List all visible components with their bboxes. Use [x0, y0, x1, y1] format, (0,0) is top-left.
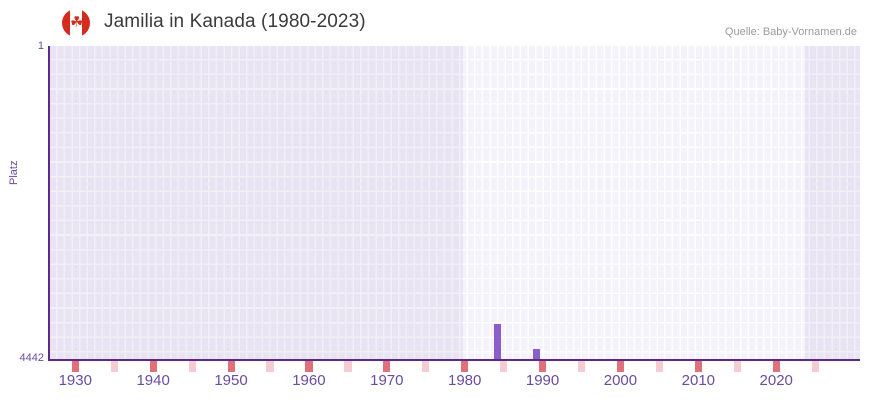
y-axis-tick-bottom: 4442 — [19, 352, 44, 364]
decade-marker-1940 — [149, 361, 157, 372]
x-axis-tick-1960: 1960 — [292, 372, 326, 389]
decade-marker-1960 — [305, 361, 313, 372]
x-axis-tick-2010: 2010 — [681, 372, 716, 389]
x-axis-tick-1950: 1950 — [214, 372, 248, 389]
half-decade-marker-2025 — [811, 361, 819, 372]
half-decade-marker-1975 — [422, 361, 430, 372]
x-axis-tick-1990: 1990 — [525, 372, 560, 389]
half-decade-marker-1965 — [344, 361, 352, 372]
decade-marker-1970 — [383, 361, 391, 372]
source-attribution: Quelle: Baby-Vornamen.de — [724, 26, 857, 38]
bar-1989 — [533, 349, 541, 359]
flag-left-band — [62, 9, 70, 37]
bar-1984 — [494, 324, 502, 359]
shade-band-after-range — [805, 46, 860, 359]
half-decade-marker-1995 — [578, 361, 586, 372]
decade-marker-1930 — [71, 361, 79, 372]
decade-marker-2000 — [616, 361, 625, 372]
decade-marker-1990 — [539, 361, 547, 372]
plot-area — [48, 46, 860, 361]
x-axis-tick-1980: 1980 — [447, 372, 482, 389]
x-axis-tick-labels: 1930 1940 1950 1960 1970 1980 1990 2000 2010 2020 — [48, 372, 858, 398]
y-axis-tick-top: 1 — [37, 40, 44, 52]
x-axis-tick-2020: 2020 — [759, 372, 793, 389]
decade-marker-2020 — [772, 361, 780, 372]
x-axis-tick-1930: 1930 — [58, 372, 92, 389]
x-axis-tick-1970: 1970 — [370, 372, 404, 389]
decade-marker-1950 — [227, 361, 235, 372]
shade-band-before-range — [50, 46, 463, 359]
canada-flag-icon: ☘ — [62, 9, 90, 37]
half-decade-marker-2005 — [655, 361, 664, 372]
y-axis-title: Platz — [8, 160, 20, 185]
decade-marker-1980 — [461, 361, 469, 372]
half-decade-marker-1945 — [188, 361, 196, 372]
half-decade-marker-1935 — [110, 361, 118, 372]
half-decade-marker-2015 — [733, 361, 741, 372]
decade-marker-2010 — [694, 361, 702, 372]
flag-right-band — [82, 9, 90, 37]
x-axis-tick-2000: 2000 — [603, 372, 638, 389]
half-decade-marker-1955 — [266, 361, 274, 372]
decade-marker-strip — [48, 361, 858, 372]
page-title: Jamilia in Kanada (1980-2023) — [104, 11, 366, 32]
chart-header: ☘ Jamilia in Kanada (1980-2023) Quelle: … — [0, 0, 873, 44]
x-axis-tick-1940: 1940 — [136, 372, 170, 389]
maple-leaf-icon: ☘ — [70, 14, 84, 31]
plot-gridlines — [50, 46, 860, 359]
half-decade-marker-1985 — [500, 361, 508, 372]
